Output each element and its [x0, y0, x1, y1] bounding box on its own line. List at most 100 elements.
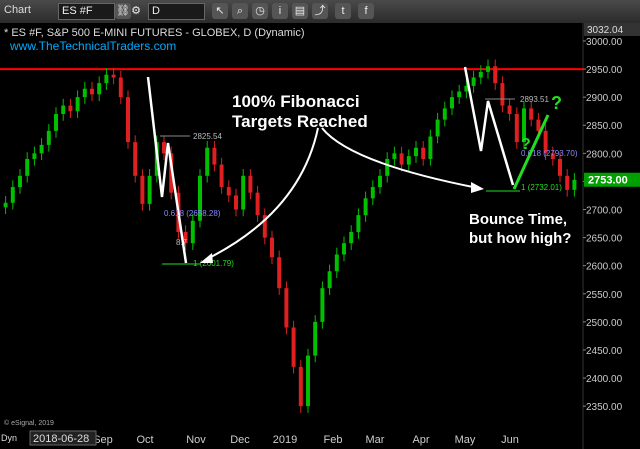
y-tick-label: 2550.00 [586, 290, 623, 301]
candle-body [356, 215, 361, 232]
dyn-label: Dyn [1, 433, 17, 443]
top-price-label: 3032.04 [587, 25, 624, 36]
candle-body [421, 147, 426, 159]
candle-body [363, 198, 368, 216]
x-tick-label: 2019 [273, 434, 297, 446]
candle-body [284, 288, 289, 328]
interval-input[interactable]: D [148, 3, 205, 20]
candle-body [298, 366, 303, 407]
x-tick-label: May [455, 434, 476, 446]
info-icon[interactable]: i [272, 3, 288, 19]
y-tick-label: 2450.00 [586, 346, 623, 357]
candle-body [162, 142, 166, 154]
price-chart[interactable]: 2350.00 2400.00 2450.00 2500.00 2550.00 2600.… [0, 23, 640, 449]
candle-body [327, 271, 332, 289]
projection-question-mark-mid: ? [521, 136, 531, 153]
date-box[interactable] [29, 430, 97, 446]
candle-body [406, 156, 411, 165]
candle-body [255, 192, 260, 216]
candle-body [262, 215, 267, 238]
candle-body [313, 321, 318, 356]
candle-body [442, 108, 447, 120]
candle-body [61, 105, 66, 115]
candle-body [147, 175, 152, 204]
candle-body [543, 130, 548, 154]
symbol-input[interactable]: ES #F [58, 3, 115, 20]
last-price-box [584, 172, 640, 187]
y-tick-label: 2500.00 [586, 318, 623, 329]
candle-body [111, 74, 116, 78]
candle-body [320, 288, 325, 322]
cursor-icon[interactable]: ↖ [212, 3, 228, 19]
x-axis: Sep Oct Nov Dec 2019 Feb Mar Apr May Jun [93, 434, 519, 446]
candle-body [349, 231, 354, 244]
x-tick-label: Apr [412, 434, 429, 446]
candle-body [226, 187, 231, 196]
candle-body [457, 91, 462, 98]
search-icon[interactable]: ⌕ [232, 3, 248, 19]
last-price-label: 2753.00 [588, 175, 628, 187]
candle-body [82, 88, 87, 98]
candle-body [46, 130, 51, 145]
y-tick-label: 2600.00 [586, 262, 623, 273]
candle-body [565, 175, 570, 190]
y-tick-label: 2700.00 [586, 206, 623, 217]
candle-body [241, 175, 246, 210]
fib-annotation-line1: 100% Fibonacci [232, 92, 360, 111]
candle-body [39, 144, 44, 154]
chart-tools-icon[interactable]: ▤ [292, 3, 308, 19]
x-tick-label: Jun [501, 434, 519, 446]
candle-body [428, 136, 433, 159]
y-tick-label: 2400.00 [586, 374, 623, 385]
candle-body [342, 243, 346, 255]
candle-body [90, 88, 94, 95]
bounce-annotation-line2: but how high? [469, 230, 571, 247]
x-tick-label: Nov [186, 434, 206, 446]
candle-body [507, 105, 512, 115]
x-tick-label: Sep [93, 434, 113, 446]
candle-body [32, 153, 37, 159]
candle-body [558, 158, 562, 176]
fib-zigzag-left [146, 76, 188, 264]
candle-body [378, 175, 382, 188]
facebook-icon[interactable]: f [358, 3, 374, 19]
link-icon[interactable]: ⛓ [115, 3, 131, 19]
clock-icon[interactable]: ◷ [252, 3, 268, 19]
candle-body [3, 202, 8, 208]
candle-body [392, 153, 397, 159]
share-icon[interactable]: ⤴ [312, 3, 328, 19]
candle-body [550, 153, 555, 159]
website-link[interactable]: www.TheTechnicalTraders.com [9, 39, 176, 53]
chart-title: * ES #F, S&P 500 E-MINI FUTURES - GLOBEX… [4, 27, 305, 39]
date-box-text[interactable]: 2018-06-28 [33, 433, 89, 445]
candle-body [522, 108, 526, 143]
candle-body [464, 85, 469, 92]
candle-body [529, 108, 534, 120]
y-tick-label: 2850.00 [586, 121, 623, 132]
fib-label-right-1: 1 (2732.01) [521, 183, 562, 192]
fib-label-right-top: 2893.51 [520, 95, 549, 104]
x-tick-label: Mar [366, 434, 385, 446]
candle-body [190, 220, 195, 244]
candle-body [75, 97, 80, 112]
twitter-icon[interactable]: t [335, 3, 351, 19]
fib-label-left-618: 0.618 (2658.28) [164, 209, 221, 218]
candle-body [219, 164, 224, 188]
x-tick-label: Feb [324, 434, 343, 446]
candle-body [435, 119, 440, 137]
candle-body [399, 153, 404, 165]
candle-body [572, 179, 577, 190]
candle-body [104, 74, 109, 84]
candle-body [536, 119, 541, 131]
y-tick-label: 2350.00 [586, 402, 623, 413]
candle-body [450, 97, 454, 109]
gear-icon[interactable]: ⚙ [131, 5, 141, 17]
candle-body [205, 147, 210, 176]
candle-body [118, 77, 123, 98]
candle-body [385, 158, 390, 176]
candle-body [54, 114, 58, 131]
candle-body [277, 257, 282, 289]
copyright-text: © eSignal, 2019 [4, 419, 54, 427]
candle-body [478, 71, 483, 78]
candle-body [68, 105, 73, 112]
